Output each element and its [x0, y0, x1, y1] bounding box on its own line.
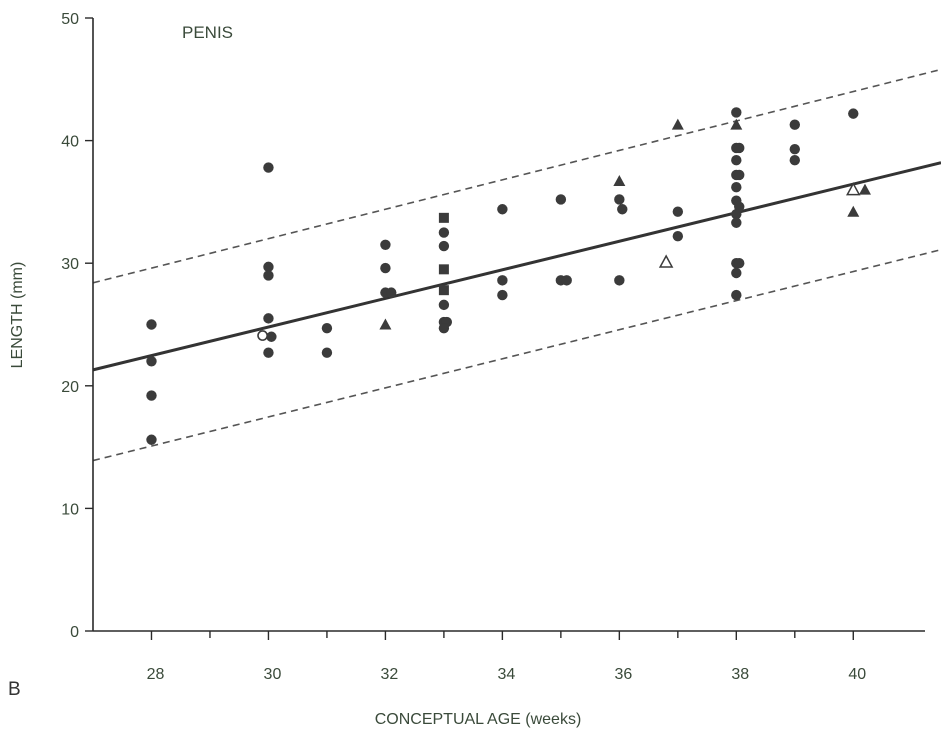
panel-label: B — [8, 679, 21, 700]
data-point-circle — [380, 239, 391, 251]
data-point-circle — [731, 217, 742, 228]
data-point-circle — [848, 108, 859, 119]
y-axis-title: LENGTH (mm) — [9, 262, 26, 369]
y-tick-label: 30 — [61, 256, 79, 273]
data-point-circle — [146, 319, 157, 330]
data-point-circle — [146, 356, 157, 367]
data-point-circle — [789, 143, 800, 155]
x-tick-label: 36 — [614, 666, 632, 683]
data-point-circle — [380, 262, 391, 274]
x-tick-label: 28 — [147, 666, 165, 683]
data-point-circle — [321, 322, 333, 334]
data-point-circle — [731, 267, 742, 279]
y-tick-label: 20 — [61, 379, 79, 396]
data-point-circle — [789, 119, 800, 130]
data-point-circle — [438, 322, 450, 334]
data-point-square — [438, 264, 449, 275]
data-point-circle — [789, 155, 800, 166]
data-point-square — [438, 212, 449, 223]
x-tick-label: 38 — [731, 666, 749, 683]
data-point-triangle — [730, 118, 743, 130]
x-axis-title: CONCEPTUAL AGE (weeks) — [375, 711, 582, 728]
data-point-circle — [321, 347, 333, 358]
data-point-circle — [734, 169, 745, 181]
data-point-circle — [731, 107, 742, 118]
data-point-circle — [263, 347, 274, 358]
data-point-circle — [263, 313, 274, 324]
data-point-triangle — [671, 118, 684, 130]
data-point-triangle — [847, 205, 860, 217]
tick-marks: 0 10 20 30 40 50 28 30 32 34 36 38 40 — [61, 11, 866, 683]
data-point-circle — [731, 289, 742, 301]
data-point-circle — [386, 287, 397, 298]
y-tick-label: 0 — [70, 624, 79, 641]
data-point-open-triangle — [658, 254, 674, 268]
data-point-triangle — [858, 183, 871, 195]
data-point-circle — [672, 206, 684, 217]
data-point-circle — [438, 227, 450, 238]
reference-lines — [92, 68, 941, 462]
regression-line — [92, 161, 941, 372]
data-point-square — [438, 285, 449, 296]
data-point-circle — [731, 155, 742, 166]
data-point-circle — [672, 231, 684, 242]
x-tick-label: 40 — [848, 666, 866, 683]
x-tick-label: 32 — [381, 666, 399, 683]
data-point-triangle — [613, 175, 626, 187]
data-point-circle — [263, 162, 274, 173]
data-point-circle — [263, 261, 274, 273]
data-point-circle — [497, 275, 508, 286]
data-point-circle — [614, 194, 625, 205]
data-point-circle — [561, 275, 572, 286]
data-point-circle — [731, 181, 742, 193]
x-tick-label: 34 — [497, 666, 515, 683]
data-point-open-circle — [257, 330, 268, 341]
data-point-circle — [263, 270, 274, 281]
data-point-circle — [731, 208, 742, 220]
axes — [92, 18, 925, 632]
data-point-circle — [734, 142, 745, 154]
data-point-circle — [497, 204, 508, 215]
data-point-circle — [266, 331, 277, 342]
data-point-circle — [555, 194, 567, 205]
data-point-circle — [617, 204, 628, 215]
data-point-circle — [614, 275, 625, 286]
y-tick-label: 50 — [61, 11, 79, 28]
y-tick-label: 10 — [61, 501, 79, 518]
data-point-circle — [146, 390, 157, 401]
data-point-open-triangle — [846, 182, 861, 196]
x-tick-label: 30 — [264, 666, 282, 683]
y-tick-label: 40 — [61, 134, 79, 151]
lower-confidence-line — [92, 248, 941, 462]
data-points — [146, 107, 871, 445]
data-point-circle — [438, 299, 450, 311]
data-point-circle — [438, 240, 450, 252]
data-point-circle — [146, 434, 157, 445]
data-point-circle — [497, 289, 508, 301]
data-point-triangle — [379, 318, 392, 330]
chart-title: PENIS — [182, 23, 233, 42]
upper-confidence-line — [92, 68, 941, 284]
data-point-circle — [734, 258, 745, 269]
